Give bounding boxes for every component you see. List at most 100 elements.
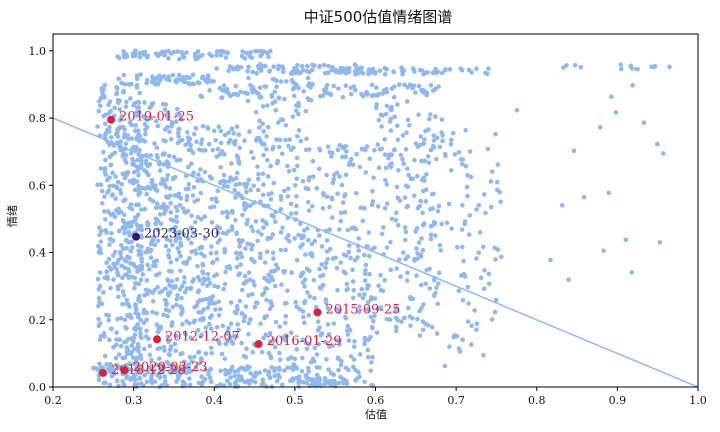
scatter-point bbox=[302, 300, 307, 306]
scatter-point bbox=[305, 290, 310, 295]
scatter-point bbox=[242, 207, 248, 212]
scatter-point bbox=[566, 277, 571, 283]
scatter-point bbox=[343, 314, 348, 320]
scatter-point bbox=[138, 317, 144, 323]
scatter-point bbox=[253, 219, 259, 224]
scatter-point bbox=[260, 171, 266, 176]
scatter-point bbox=[237, 145, 242, 151]
scatter-point bbox=[145, 53, 150, 58]
scatter-point bbox=[363, 170, 369, 175]
scatter-point bbox=[157, 212, 163, 217]
scatter-point bbox=[165, 314, 170, 319]
scatter-point bbox=[124, 375, 129, 381]
scatter-point bbox=[415, 251, 420, 256]
scatter-point bbox=[168, 136, 174, 142]
scatter-point bbox=[495, 187, 500, 193]
scatter-point bbox=[234, 231, 239, 236]
scatter-point bbox=[111, 183, 116, 188]
scatter-point bbox=[231, 333, 237, 339]
scatter-point bbox=[189, 225, 194, 230]
scatter-point bbox=[413, 229, 418, 234]
scatter-point bbox=[278, 194, 284, 199]
scatter-point bbox=[436, 203, 442, 209]
scatter-point bbox=[294, 203, 299, 209]
scatter-point bbox=[199, 251, 204, 256]
scatter-point bbox=[98, 239, 104, 244]
scatter-point bbox=[341, 66, 347, 72]
scatter-point bbox=[333, 383, 338, 389]
scatter-point bbox=[226, 179, 232, 184]
scatter-point bbox=[597, 125, 603, 130]
scatter-point bbox=[264, 249, 270, 254]
scatter-point bbox=[198, 190, 204, 196]
scatter-point bbox=[476, 203, 482, 208]
scatter-point bbox=[306, 97, 311, 103]
scatter-point bbox=[618, 66, 624, 72]
scatter-point bbox=[343, 143, 349, 149]
scatter-point bbox=[166, 362, 172, 367]
scatter-point bbox=[418, 254, 424, 259]
scatter-point bbox=[346, 249, 352, 255]
scatter-point bbox=[458, 157, 464, 162]
scatter-point bbox=[474, 207, 479, 212]
scatter-point bbox=[122, 226, 127, 232]
scatter-point bbox=[413, 90, 418, 95]
scatter-point bbox=[101, 149, 106, 155]
scatter-point bbox=[478, 275, 484, 281]
scatter-point bbox=[208, 205, 213, 210]
scatter-point bbox=[224, 265, 230, 270]
scatter-point bbox=[287, 137, 293, 142]
scatter-point bbox=[161, 137, 166, 143]
scatter-point bbox=[142, 100, 147, 105]
scatter-point bbox=[176, 72, 182, 78]
scatter-point bbox=[149, 366, 154, 372]
scatter-point bbox=[393, 324, 399, 330]
scatter-point bbox=[343, 83, 349, 88]
scatter-point bbox=[211, 79, 216, 84]
scatter-point bbox=[101, 290, 106, 295]
scatter-point bbox=[324, 249, 330, 254]
scatter-point bbox=[107, 382, 113, 388]
scatter-point bbox=[134, 307, 139, 312]
scatter-point bbox=[184, 193, 190, 199]
scatter-point bbox=[268, 163, 274, 169]
scatter-point bbox=[218, 382, 223, 387]
scatter-point bbox=[344, 281, 350, 287]
scatter-point bbox=[175, 130, 181, 136]
scatter-point bbox=[206, 371, 211, 377]
scatter-point bbox=[489, 317, 495, 322]
scatter-point bbox=[153, 263, 158, 269]
scatter-point bbox=[143, 287, 149, 293]
scatter-point bbox=[317, 266, 322, 272]
scatter-point bbox=[104, 260, 109, 266]
scatter-point bbox=[460, 337, 465, 343]
scatter-point bbox=[362, 278, 368, 283]
scatter-point bbox=[253, 48, 258, 54]
scatter-point bbox=[142, 372, 147, 378]
scatter-point bbox=[370, 354, 375, 360]
scatter-point bbox=[126, 266, 131, 272]
scatter-point bbox=[134, 144, 139, 150]
scatter-point bbox=[323, 339, 328, 345]
scatter-point bbox=[254, 90, 260, 96]
scatter-point bbox=[96, 377, 102, 383]
scatter-point bbox=[324, 238, 330, 243]
scatter-point bbox=[179, 366, 185, 372]
scatter-point bbox=[303, 108, 309, 114]
scatter-point bbox=[286, 168, 292, 174]
scatter-point bbox=[137, 326, 143, 332]
scatter-point bbox=[295, 63, 300, 68]
scatter-point bbox=[124, 259, 129, 264]
scatter-point bbox=[347, 243, 352, 248]
scatter-point bbox=[191, 320, 197, 325]
scatter-point bbox=[370, 188, 375, 194]
scatter-point bbox=[451, 130, 456, 136]
scatter-point bbox=[128, 367, 134, 373]
scatter-point bbox=[405, 85, 411, 90]
scatter-point bbox=[106, 102, 111, 108]
scatter-point bbox=[293, 300, 299, 305]
scatter-point bbox=[150, 309, 155, 315]
scatter-point bbox=[446, 201, 452, 207]
scatter-point bbox=[177, 56, 182, 62]
scatter-point bbox=[472, 308, 477, 313]
